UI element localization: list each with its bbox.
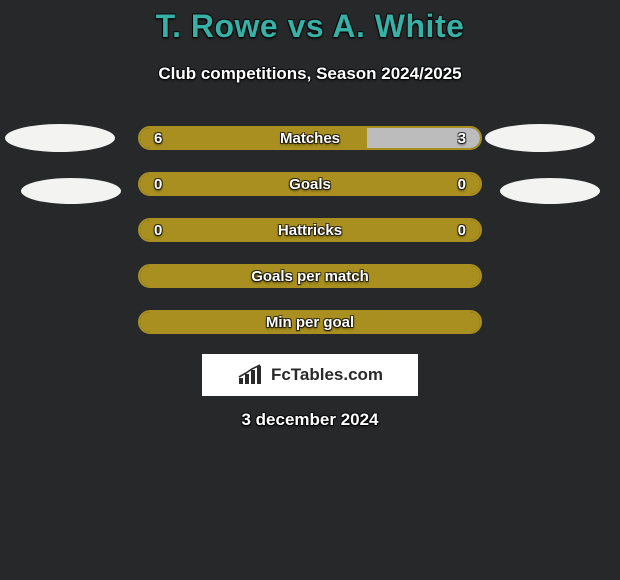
bar-label: Min per goal [140,312,480,332]
row-goals-per-match: Goals per match [0,264,620,288]
bar-label: Goals [140,174,480,194]
player-b-name: A. White [332,8,464,44]
bar-goals: 0 0 Goals [138,172,482,196]
bar-label: Matches [140,128,480,148]
bar-label: Hattricks [140,220,480,240]
fctables-logo-text: FcTables.com [271,365,383,385]
avatar-left-goals [21,178,121,204]
fctables-link[interactable]: FcTables.com [202,354,418,396]
avatar-right-goals [500,178,600,204]
bar-label: Goals per match [140,266,480,286]
avatar-left-matches [5,124,115,152]
bar-min-per-goal: Min per goal [138,310,482,334]
row-goals: 0 0 Goals [0,172,620,196]
bar-hattricks: 0 0 Hattricks [138,218,482,242]
avatar-right-matches [485,124,595,152]
title-vs: vs [278,8,332,44]
subtitle: Club competitions, Season 2024/2025 [0,64,620,84]
bar-goals-per-match: Goals per match [138,264,482,288]
row-min-per-goal: Min per goal [0,310,620,334]
player-a-name: T. Rowe [156,8,279,44]
row-hattricks: 0 0 Hattricks [0,218,620,242]
row-matches: 6 3 Matches [0,126,620,150]
bars-icon [237,364,265,386]
page-title: T. Rowe vs A. White [0,8,620,45]
comparison-card: T. Rowe vs A. White Club competitions, S… [0,0,620,580]
bar-matches: 6 3 Matches [138,126,482,150]
footer-date: 3 december 2024 [0,410,620,430]
